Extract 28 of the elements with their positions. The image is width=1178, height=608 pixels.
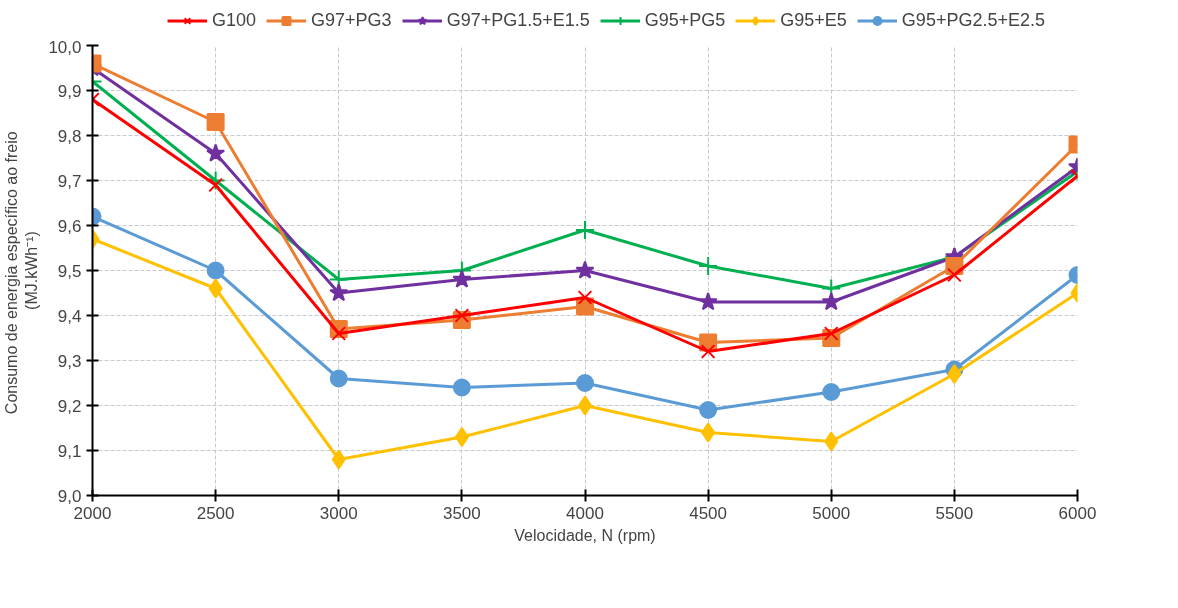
- y-tick-label: 9,5: [57, 261, 82, 281]
- legend-label: G97+PG3: [311, 9, 392, 31]
- x-tick-label: 4500: [689, 503, 728, 523]
- x-tick-label: 4000: [566, 503, 604, 523]
- y-tick-label: 9,9: [57, 81, 82, 101]
- legend-label: G95+E5: [780, 9, 847, 31]
- y-tick-label: 9,2: [57, 396, 82, 416]
- x-tick-label: 3500: [442, 503, 481, 523]
- legend-label: G97+PG1.5+E1.5: [446, 9, 590, 31]
- x-axis-title: Velocidade, N (rpm): [514, 526, 656, 544]
- legend-label: G95+PG2.5+E2.5: [901, 9, 1045, 31]
- legend-label: G100: [212, 9, 257, 31]
- x-tick-label: 2000: [73, 503, 112, 523]
- y-tick-label: 9,0: [57, 486, 82, 506]
- y-tick-label: 9,6: [57, 216, 82, 236]
- x-tick-label: 3000: [319, 503, 358, 523]
- y-tick-label: 9,3: [57, 351, 82, 371]
- x-tick-label: 2500: [196, 503, 235, 523]
- y-tick-label: 10,0: [48, 37, 82, 57]
- y-tick-label: 9,8: [57, 126, 82, 146]
- y-axis-title: Consumo de energia específico ao freio (MJ.kWh⁻¹): [3, 131, 41, 415]
- y-tick-label: 9,4: [57, 306, 82, 326]
- x-tick-label: 6000: [1058, 503, 1097, 523]
- y-tick-label: 9,1: [57, 441, 82, 461]
- x-tick-label: 5000: [812, 503, 851, 523]
- x-tick-label: 5500: [935, 503, 974, 523]
- y-tick-label: 9,7: [57, 171, 82, 191]
- legend-label: G95+PG5: [644, 9, 726, 31]
